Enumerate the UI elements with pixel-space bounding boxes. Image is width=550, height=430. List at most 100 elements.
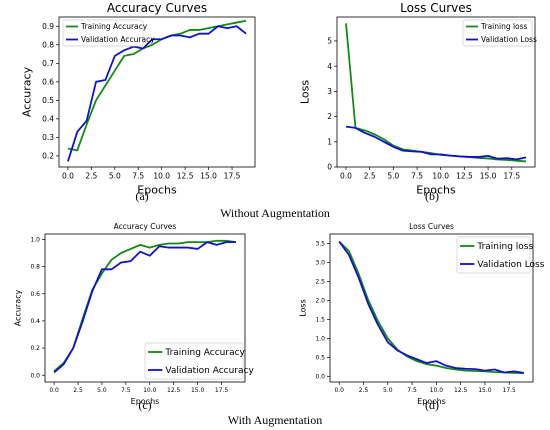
y-tick-label: 0.3 [42, 133, 54, 142]
x-tick-label: 0.0 [340, 172, 352, 181]
chart-title: Loss Curves [409, 222, 454, 231]
y-tick-label: 0.9 [42, 22, 54, 31]
x-tick-label: 12.5 [177, 172, 194, 181]
y-tick-label: 3 [327, 87, 332, 96]
x-tick-label: 5.0 [383, 387, 393, 394]
x-axis-label: Epochs [416, 184, 456, 197]
series-line-validation [53, 241, 236, 374]
x-tick-label: 12.5 [456, 172, 473, 181]
x-tick-label: 5.0 [97, 387, 107, 394]
x-tick-label: 17.5 [224, 172, 241, 181]
x-tick-label: 7.5 [132, 172, 144, 181]
plot-frame [44, 233, 246, 383]
x-tick-label: 7.5 [407, 387, 417, 394]
y-tick-label: 4 [327, 62, 332, 71]
y-tick-label: 3.0 [315, 260, 325, 267]
y-tick-label: 0.2 [30, 345, 40, 352]
y-tick-label: 0.5 [315, 354, 325, 361]
y-tick-label: 2.5 [315, 279, 325, 286]
plot-frame [329, 233, 534, 383]
x-tick-label: 17.5 [503, 172, 520, 181]
y-tick-label: 0.5 [42, 96, 54, 105]
x-tick-label: 2.5 [364, 172, 376, 181]
legend-label-validation: Validation Loss [481, 35, 537, 44]
legend-box [462, 19, 533, 47]
y-tick-label: 1.0 [30, 237, 40, 244]
y-tick-label: 0.4 [42, 114, 54, 123]
y-tick-label: 0.6 [42, 77, 54, 86]
legend-label-validation: Validation Accuracy [81, 35, 155, 44]
chart-accuracy-no-augmentation: Accuracy Curves 0.0 2.5 5.0 7.5 10.0 12.5 15.0 1… [21, 1, 256, 197]
legend-box [456, 236, 531, 274]
chart-accuracy-with-augmentation: Accuracy Curves 0.0 2.5 5.0 7.5 10.0 12.5 15.0 1… [13, 222, 254, 406]
x-axis-label: Epochs [131, 397, 160, 406]
y-tick-label: 0.6 [30, 291, 40, 298]
y-tick-label: 0.0 [30, 372, 40, 379]
row-caption-with-augmentation: With Augmentation [227, 413, 323, 427]
panel-label-b: (b) [425, 189, 439, 203]
legend-label-validation: Validation Loss [477, 260, 544, 270]
y-tick-label: 2.0 [315, 298, 325, 305]
x-tick-label: 10.0 [143, 387, 157, 394]
x-tick-label: 17.5 [215, 387, 229, 394]
x-tick-label: 15.0 [200, 172, 217, 181]
y-tick-label: 2 [327, 112, 332, 121]
panel-label-c: (c) [138, 398, 152, 412]
panel-label-a: (a) [135, 189, 149, 203]
series-line-validation [345, 125, 527, 161]
legend-box [144, 342, 244, 380]
legend-label-training: Training Accuracy [80, 22, 148, 31]
x-tick-label: 2.5 [85, 172, 97, 181]
x-tick-label: 0.0 [49, 387, 59, 394]
x-axis-label: Epochs [417, 397, 446, 406]
x-tick-label: 2.5 [359, 387, 369, 394]
legend-label-training: Training loss [480, 22, 528, 31]
x-tick-label: 0.0 [334, 387, 344, 394]
x-tick-label: 10.0 [430, 387, 444, 394]
y-tick-label: 0.7 [42, 59, 54, 68]
chart-loss-with-augmentation: Loss Curves 0.0 2.5 5.0 7.5 10.0 12.5 15.0 17.5 0… [298, 222, 544, 406]
x-tick-label: 17.5 [503, 387, 517, 394]
x-tick-label: 0.0 [62, 172, 74, 181]
x-tick-label: 2.5 [73, 387, 83, 394]
chart-title: Loss Curves [400, 1, 472, 15]
y-tick-label: 1.0 [315, 335, 325, 342]
y-axis-label: Loss [299, 80, 312, 104]
x-tick-label: 7.5 [121, 387, 131, 394]
x-tick-label: 7.5 [411, 172, 423, 181]
legend-label-validation: Validation Accuracy [165, 366, 254, 376]
y-tick-label: 1 [327, 137, 332, 146]
x-tick-label: 5.0 [387, 172, 399, 181]
x-tick-label: 10.0 [153, 172, 170, 181]
y-axis-label: Accuracy [13, 289, 22, 326]
x-tick-label: 12.5 [454, 387, 468, 394]
series-line-validation [338, 241, 524, 374]
series-line-training [338, 240, 524, 375]
x-tick-label: 10.0 [432, 172, 449, 181]
y-tick-label: 0.2 [42, 152, 54, 161]
plot-frame [336, 16, 536, 168]
x-tick-label: 15.0 [480, 172, 497, 181]
y-tick-label: 5 [327, 37, 332, 46]
x-tick-label: 15.0 [191, 387, 205, 394]
y-axis-label: Accuracy [21, 66, 34, 117]
x-axis-label: Epochs [137, 184, 177, 197]
x-tick-label: 15.0 [478, 387, 492, 394]
x-tick-label: 5.0 [109, 172, 121, 181]
legend-box [62, 19, 144, 47]
x-tick-label: 12.5 [167, 387, 181, 394]
chart-title: Accuracy Curves [107, 1, 207, 15]
y-axis-label: Loss [298, 299, 307, 317]
y-tick-label: 0.0 [315, 373, 325, 380]
series-line-validation [67, 25, 247, 162]
chart-loss-no-augmentation: Loss Curves 0.0 2.5 5.0 7.5 10.0 12.5 15.0 17.5 0… [299, 1, 537, 197]
y-tick-label: 3.5 [315, 241, 325, 248]
panel-label-d: (d) [425, 398, 439, 412]
legend-label-training: Training Accuracy [164, 348, 245, 358]
plot-frame [58, 16, 256, 168]
chart-title: Accuracy Curves [114, 222, 177, 231]
y-tick-label: 0 [327, 163, 332, 172]
y-tick-label: 0.8 [30, 264, 40, 271]
y-tick-label: 0.4 [30, 318, 40, 325]
